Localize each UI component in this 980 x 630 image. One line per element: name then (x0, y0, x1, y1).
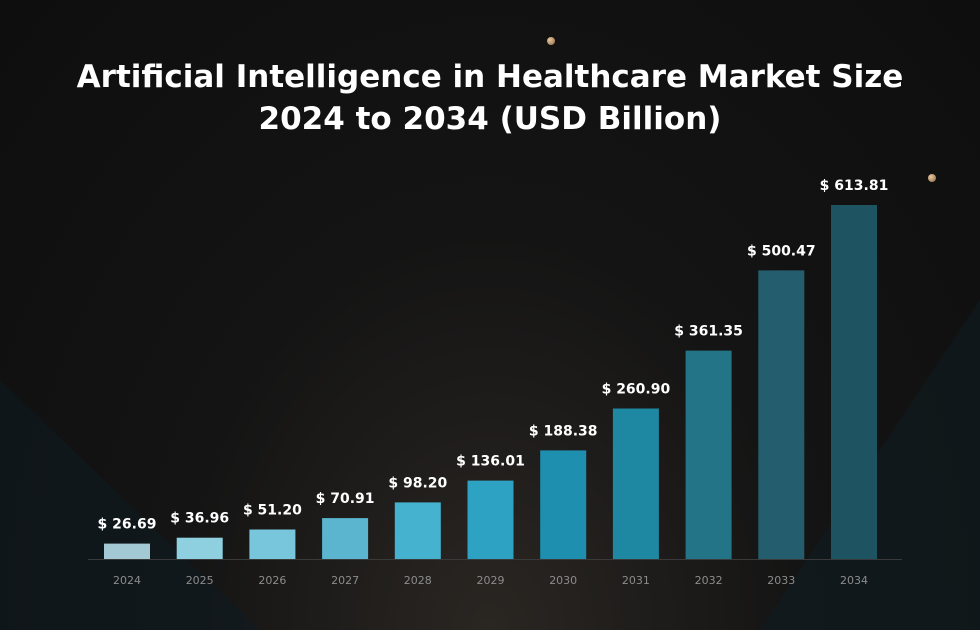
decorative-dot (928, 174, 936, 182)
x-tick-label-2026: 2026 (258, 574, 286, 587)
x-tick-label-2029: 2029 (477, 574, 505, 587)
data-label-2032: $ 361.35 (674, 324, 743, 340)
bar-2033 (758, 270, 805, 559)
decorative-dot (547, 37, 555, 45)
x-tick-label-2031: 2031 (622, 574, 650, 587)
data-label-2030: $ 188.38 (529, 423, 598, 439)
bar-2029 (467, 480, 514, 559)
data-label-2028: $ 98.20 (388, 475, 447, 491)
bar-2032 (685, 350, 732, 559)
bar-2025 (176, 537, 223, 559)
x-tick-label-2028: 2028 (404, 574, 432, 587)
data-label-2025: $ 36.96 (170, 511, 229, 527)
chart-subtitle: 2024 to 2034 (USD Billion) (258, 101, 722, 137)
data-label-2034: $ 613.81 (820, 178, 889, 194)
x-tick-label-2030: 2030 (549, 574, 577, 587)
x-tick-label-2024: 2024 (113, 574, 141, 587)
chart-title-block: Artificial Intelligence in Healthcare Ma… (0, 56, 980, 140)
chart-title: Artificial Intelligence in Healthcare Ma… (76, 59, 904, 95)
bar-2030 (540, 450, 587, 559)
x-tick-label-2033: 2033 (767, 574, 795, 587)
bar-2034 (831, 205, 877, 559)
bar-2027 (322, 518, 369, 559)
x-tick-label-2027: 2027 (331, 574, 359, 587)
bar-2031 (612, 408, 659, 559)
bar-2024 (104, 543, 150, 559)
x-tick-label-2034: 2034 (840, 574, 868, 587)
bar-2028 (394, 502, 441, 559)
x-tick-label-2025: 2025 (186, 574, 214, 587)
x-tick-label-2032: 2032 (695, 574, 723, 587)
data-label-2029: $ 136.01 (456, 454, 525, 470)
data-label-2027: $ 70.91 (316, 491, 375, 507)
data-label-2033: $ 500.47 (747, 243, 816, 259)
data-label-2024: $ 26.69 (98, 517, 157, 533)
data-label-2031: $ 260.90 (602, 382, 671, 398)
bar-2026 (249, 529, 296, 559)
data-label-2026: $ 51.20 (243, 503, 302, 519)
